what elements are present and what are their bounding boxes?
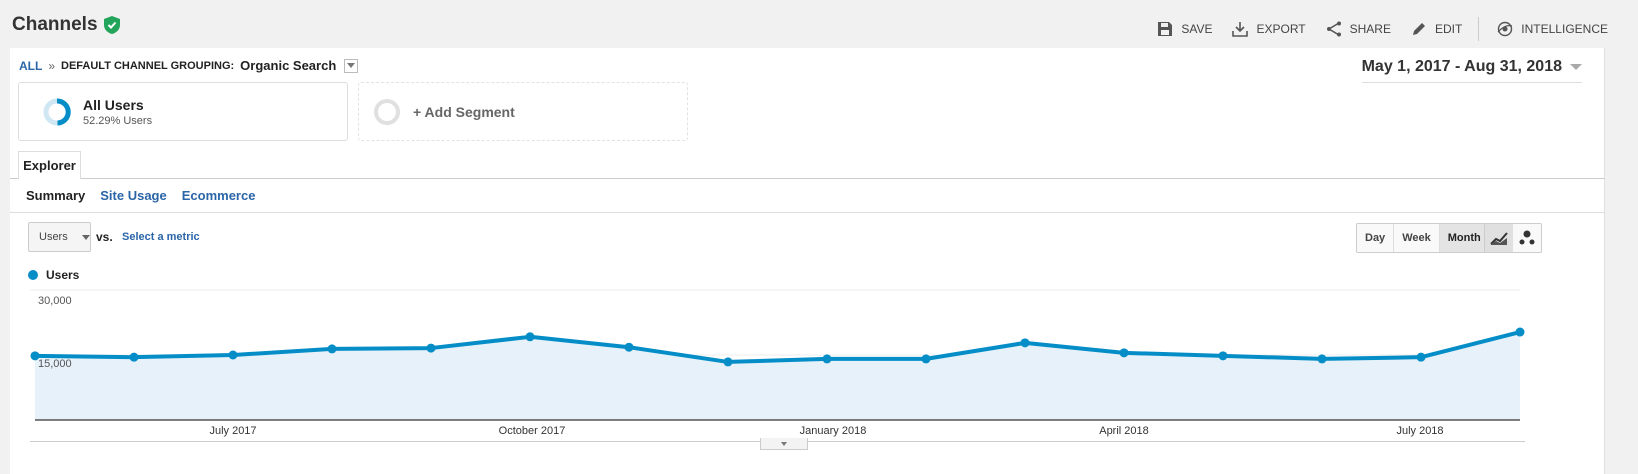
edit-label: EDIT: [1434, 22, 1463, 36]
add-segment-button[interactable]: + Add Segment: [358, 82, 688, 141]
expand-chart-button[interactable]: [760, 438, 808, 450]
period-month-button[interactable]: Month: [1438, 224, 1489, 252]
x-tick-jul-2017: July 2017: [209, 425, 257, 437]
chart-type-toggle: [1484, 223, 1542, 253]
period-day-button[interactable]: Day: [1357, 224, 1394, 252]
save-button[interactable]: SAVE: [1157, 21, 1212, 37]
subtab-ecommerce[interactable]: Ecommerce: [181, 188, 256, 203]
secondary-metric-select[interactable]: Select a metric: [122, 231, 200, 243]
legend-dot-icon: [28, 270, 38, 280]
segment-name: All Users: [83, 96, 144, 113]
chart-legend: Users: [28, 268, 79, 282]
tab-divider: [10, 178, 1605, 179]
breadcrumb-dropdown[interactable]: [344, 58, 359, 73]
share-label: SHARE: [1349, 22, 1391, 36]
report-panel: ALL » DEFAULT CHANNEL GROUPING: Organic …: [10, 48, 1605, 474]
subtab-site-usage[interactable]: Site Usage: [100, 188, 167, 203]
segment-ring-icon: [43, 97, 71, 125]
intelligence-button[interactable]: INTELLIGENCE: [1497, 21, 1608, 37]
subtab-divider: [10, 212, 1605, 213]
chevron-down-icon: [1570, 64, 1582, 70]
share-button[interactable]: SHARE: [1326, 21, 1391, 37]
x-tick-apr-2018: April 2018: [1099, 425, 1149, 437]
breadcrumb: ALL » DEFAULT CHANNEL GROUPING: Organic …: [19, 58, 359, 73]
x-tick-jan-2018: January 2018: [799, 425, 867, 437]
y-tick-15000: 15,000: [38, 358, 72, 370]
subtab-summary[interactable]: Summary: [26, 188, 86, 203]
subtabs: Summary Site Usage Ecommerce: [26, 188, 255, 203]
edit-button[interactable]: EDIT: [1411, 21, 1462, 37]
export-label: EXPORT: [1256, 22, 1306, 36]
users-line-chart[interactable]: [10, 278, 1605, 448]
line-chart-button[interactable]: [1485, 224, 1513, 252]
shield-check-icon: [103, 16, 120, 34]
legend-label: Users: [46, 268, 80, 282]
segment-all-users[interactable]: All Users 52.29% Users: [18, 82, 348, 141]
line-chart-icon: [1490, 232, 1508, 245]
save-icon: [1158, 22, 1173, 36]
pencil-icon: [1412, 23, 1425, 35]
breadcrumb-all-link[interactable]: ALL: [19, 58, 43, 73]
intelligence-label: INTELLIGENCE: [1521, 22, 1608, 36]
add-segment-label: + Add Segment: [413, 103, 515, 120]
breadcrumb-value: Organic Search: [240, 58, 337, 73]
share-icon: [1326, 21, 1341, 37]
primary-metric-value: Users: [39, 231, 68, 243]
intelligence-icon: [1497, 21, 1513, 37]
x-tick-oct-2017: October 2017: [498, 425, 566, 437]
save-label: SAVE: [1181, 22, 1213, 36]
period-week-button[interactable]: Week: [1393, 224, 1439, 252]
download-icon: [1232, 22, 1249, 37]
toolbar-divider: [1478, 17, 1480, 41]
y-tick-30000: 30,000: [38, 295, 72, 307]
vs-label: vs.: [96, 230, 113, 244]
breadcrumb-dimension: DEFAULT CHANNEL GROUPING:: [61, 59, 235, 72]
x-tick-jul-2018: July 2018: [1396, 425, 1444, 437]
date-range-text: May 1, 2017 - Aug 31, 2018: [1361, 58, 1562, 75]
motion-chart-icon: [1519, 230, 1535, 245]
page-title: Channels: [12, 14, 120, 36]
export-button[interactable]: EXPORT: [1232, 21, 1306, 37]
breadcrumb-separator: »: [48, 58, 56, 73]
primary-metric-select[interactable]: Users: [28, 222, 91, 252]
segment-subtitle: 52.29% Users: [83, 114, 153, 127]
report-header: Channels SAVE EXPORT SHARE EDIT INTELLIG…: [0, 0, 1638, 50]
period-toggle: Day Week Month: [1356, 223, 1490, 253]
tab-explorer[interactable]: Explorer: [18, 151, 81, 179]
date-range-picker[interactable]: May 1, 2017 - Aug 31, 2018: [1361, 58, 1582, 83]
page-title-text: Channels: [12, 14, 98, 35]
motion-chart-button[interactable]: [1513, 224, 1541, 252]
chevron-down-icon: [81, 234, 90, 240]
segment-ring-icon: [374, 98, 400, 125]
report-actions: SAVE EXPORT SHARE EDIT INTELLIGENCE: [1137, 17, 1608, 41]
